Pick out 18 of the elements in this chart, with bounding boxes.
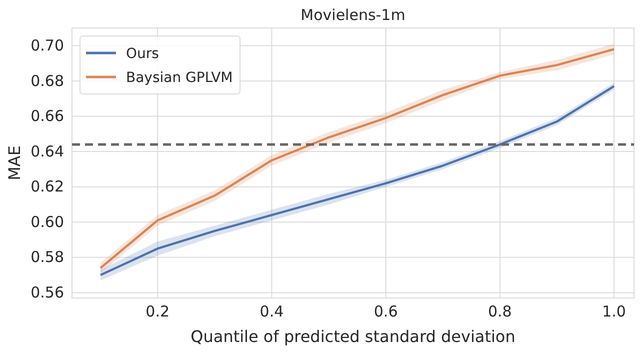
y-tick-label: 0.68 bbox=[30, 72, 64, 90]
y-axis-title: MAE bbox=[5, 146, 24, 180]
x-tick-label: 0.2 bbox=[146, 302, 170, 321]
x-tick-label: 1.0 bbox=[602, 302, 626, 321]
legend-label: Ours bbox=[126, 46, 159, 62]
x-axis-title: Quantile of predicted standard deviation bbox=[190, 327, 516, 346]
y-tick-label: 0.56 bbox=[30, 284, 64, 302]
y-tick-label: 0.58 bbox=[30, 248, 64, 266]
y-tick-label: 0.64 bbox=[30, 142, 64, 160]
x-tick-label: 0.8 bbox=[488, 302, 512, 321]
y-tick-label: 0.60 bbox=[30, 212, 64, 231]
y-tick-label: 0.62 bbox=[30, 178, 64, 196]
legend-label: Baysian GPLVM bbox=[126, 70, 233, 86]
x-tick-label: 0.6 bbox=[374, 302, 398, 321]
y-tick-label: 0.70 bbox=[30, 36, 64, 54]
chart-title: Movielens-1m bbox=[300, 6, 406, 24]
x-tick-label: 0.4 bbox=[260, 302, 284, 321]
y-tick-label: 0.66 bbox=[30, 107, 64, 126]
